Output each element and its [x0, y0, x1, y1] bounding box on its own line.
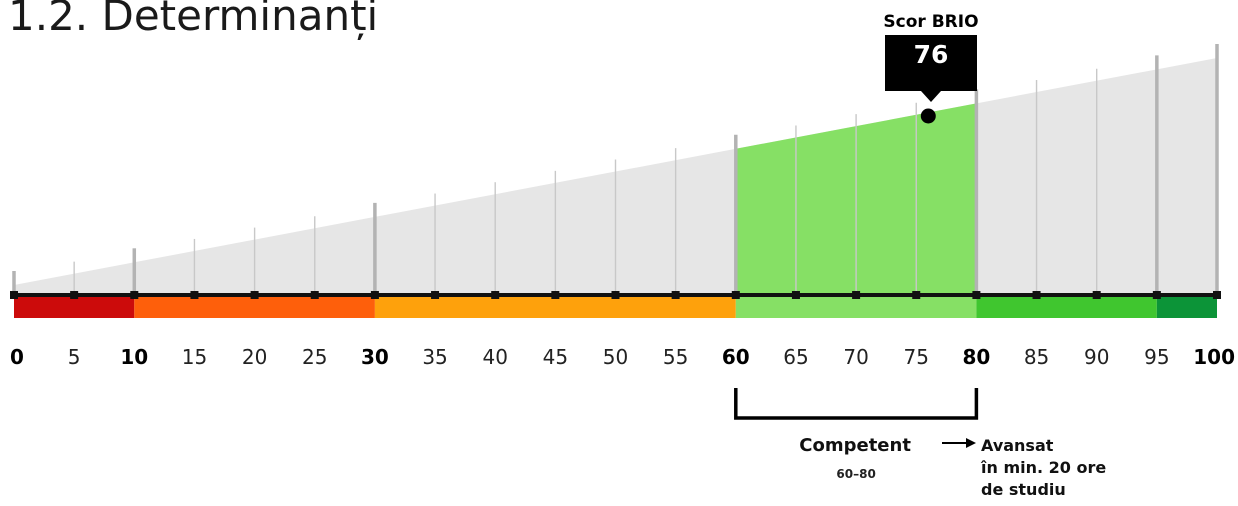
tick-label-55: 55 [663, 345, 688, 369]
tick-marker-5 [70, 291, 78, 299]
color-bands-layer [14, 296, 1217, 318]
gridlines-layer [14, 44, 1217, 295]
tick-marker-40 [491, 291, 499, 299]
tick-label-45: 45 [543, 345, 568, 369]
tick-label-60: 60 [722, 345, 750, 369]
tick-marker-75 [912, 291, 920, 299]
tick-label-35: 35 [422, 345, 447, 369]
band-60-80 [736, 296, 977, 318]
tick-label-20: 20 [242, 345, 267, 369]
tick-marker-80 [972, 291, 980, 299]
tick-marker-70 [852, 291, 860, 299]
tick-marker-30 [371, 291, 379, 299]
tick-marker-25 [311, 291, 319, 299]
tick-label-75: 75 [904, 345, 929, 369]
next-level-note: Avansat în min. 20 ore de studiu [942, 436, 1106, 499]
tick-marker-50 [612, 291, 620, 299]
tick-marker-60 [732, 291, 740, 299]
tick-marker-45 [551, 291, 559, 299]
tick-marker-15 [190, 291, 198, 299]
tick-label-90: 90 [1084, 345, 1109, 369]
tick-marker-10 [130, 291, 138, 299]
band-80-95 [976, 296, 1156, 318]
tick-marker-20 [251, 291, 259, 299]
band-30-60 [375, 296, 736, 318]
tick-label-50: 50 [603, 345, 628, 369]
competence-title: Competent [799, 435, 911, 456]
tick-marker-95 [1153, 291, 1161, 299]
tick-marker-85 [1033, 291, 1041, 299]
score-value: 76 [914, 40, 949, 69]
tick-label-65: 65 [783, 345, 808, 369]
axis-layer [10, 291, 1221, 299]
tick-marker-65 [792, 291, 800, 299]
competence-bracket-line [736, 388, 977, 418]
tick-labels-layer: 0 5 10 15 20 25 30 35 40 45 50 55 60 65 70 75 80 85 90 95 10… [10, 345, 1235, 369]
tick-label-95: 95 [1144, 345, 1169, 369]
next-level-line-2: în min. 20 ore [980, 458, 1106, 477]
next-level-line-1: Avansat [981, 436, 1054, 455]
tick-label-100: 100 [1193, 345, 1235, 369]
tick-label-80: 80 [962, 345, 990, 369]
score-marker [921, 109, 936, 124]
tick-label-15: 15 [182, 345, 207, 369]
tick-label-70: 70 [843, 345, 868, 369]
tick-label-25: 25 [302, 345, 327, 369]
tick-marker-55 [672, 291, 680, 299]
tick-label-30: 30 [361, 345, 389, 369]
tick-label-5: 5 [68, 345, 81, 369]
tick-label-10: 10 [120, 345, 148, 369]
tick-label-0: 0 [10, 345, 24, 369]
arrow-right-icon [966, 438, 976, 448]
competence-range: 60–80 [836, 467, 875, 481]
band-10-30 [134, 296, 375, 318]
tick-marker-35 [431, 291, 439, 299]
score-label: Scor BRIO [883, 12, 978, 32]
tick-label-85: 85 [1024, 345, 1049, 369]
next-level-line-3: de studiu [981, 480, 1066, 499]
band-0-10 [14, 296, 134, 318]
tick-label-40: 40 [482, 345, 507, 369]
tick-marker-0 [10, 291, 18, 299]
tick-marker-100 [1213, 291, 1221, 299]
band-95-100 [1157, 296, 1217, 318]
tick-marker-90 [1093, 291, 1101, 299]
competence-bracket: Competent 60–80 [736, 388, 977, 481]
